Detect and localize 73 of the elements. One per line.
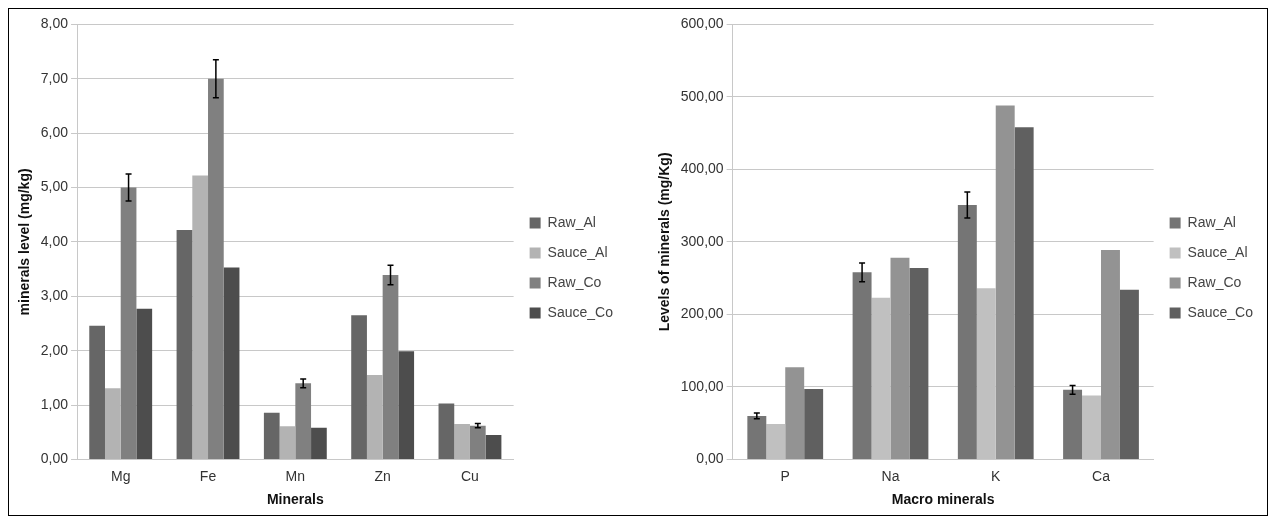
x-tick-label: K <box>991 467 1002 484</box>
y-tick-label: 400,00 <box>680 160 724 177</box>
y-tick-label: 5,00 <box>40 178 69 195</box>
bar <box>366 375 383 459</box>
y-tick-label: 7,00 <box>40 69 69 86</box>
x-tick-label: Fe <box>199 467 217 484</box>
legend-label: Raw_Al <box>1187 213 1236 230</box>
bar <box>766 423 786 459</box>
x-tick-label: Mg <box>110 467 131 484</box>
bar <box>438 403 455 459</box>
y-tick-label: 3,00 <box>40 287 69 304</box>
bar <box>976 288 996 459</box>
bar <box>1119 289 1139 459</box>
x-tick-label: Na <box>881 467 900 484</box>
y-tick-label: 0,00 <box>40 450 69 467</box>
legend-label: Raw_Co <box>547 273 602 290</box>
bar <box>311 427 327 459</box>
bar <box>398 351 415 459</box>
bar <box>871 297 891 459</box>
y-tick-label: 2,00 <box>40 341 69 358</box>
x-axis-title: Macro minerals <box>891 491 995 508</box>
bar <box>747 415 767 459</box>
legend-label: Sauce_Al <box>1187 243 1248 260</box>
y-tick-label: 100,00 <box>680 377 724 394</box>
legend-label: Raw_Co <box>1187 273 1242 290</box>
bar <box>909 268 929 459</box>
y-tick-label: 4,00 <box>40 232 69 249</box>
bar <box>804 389 824 459</box>
y-tick-label: 1,00 <box>40 395 69 412</box>
bar <box>890 257 910 459</box>
bar <box>351 315 367 459</box>
bar <box>852 272 872 459</box>
x-tick-label: Mn <box>285 467 306 484</box>
legend-label: Sauce_Co <box>547 303 614 320</box>
bar <box>995 105 1015 459</box>
bar <box>104 388 121 459</box>
y-axis-title: Levels of minerals (mg/Kg) <box>656 152 673 332</box>
bar <box>89 325 105 459</box>
y-axis-title: minerals level (mg/kg) <box>16 168 33 316</box>
y-tick-label: 6,00 <box>40 124 69 141</box>
bar <box>295 383 312 459</box>
bar <box>957 204 977 459</box>
bar <box>454 424 470 459</box>
x-tick-label: Ca <box>1092 467 1111 484</box>
legend-label: Sauce_Co <box>1187 303 1254 320</box>
x-tick-label: P <box>780 467 790 484</box>
bar <box>208 78 224 459</box>
y-tick-label: 8,00 <box>40 15 69 32</box>
bar <box>1101 249 1120 459</box>
y-tick-label: 200,00 <box>680 305 724 322</box>
bar <box>1082 395 1101 459</box>
bar <box>485 434 502 459</box>
bar <box>176 229 193 459</box>
bar <box>192 175 209 459</box>
bar <box>279 426 296 459</box>
bar <box>223 267 240 459</box>
legend-label: Raw_Al <box>547 213 596 230</box>
bar <box>136 308 153 459</box>
y-tick-label: 600,00 <box>680 15 724 32</box>
x-axis-title: Minerals <box>266 491 324 508</box>
bar <box>1014 127 1034 459</box>
x-tick-label: Cu <box>461 467 479 484</box>
bar <box>263 412 280 459</box>
bar <box>785 367 805 459</box>
bar <box>469 425 486 459</box>
bar <box>120 187 137 459</box>
y-tick-label: 0,00 <box>696 450 724 467</box>
y-tick-label: 500,00 <box>680 87 724 104</box>
bar <box>382 275 399 459</box>
y-tick-label: 300,00 <box>680 232 724 249</box>
bar <box>1063 389 1083 459</box>
legend-label: Sauce_Al <box>547 243 608 260</box>
x-tick-label: Zn <box>374 467 391 484</box>
